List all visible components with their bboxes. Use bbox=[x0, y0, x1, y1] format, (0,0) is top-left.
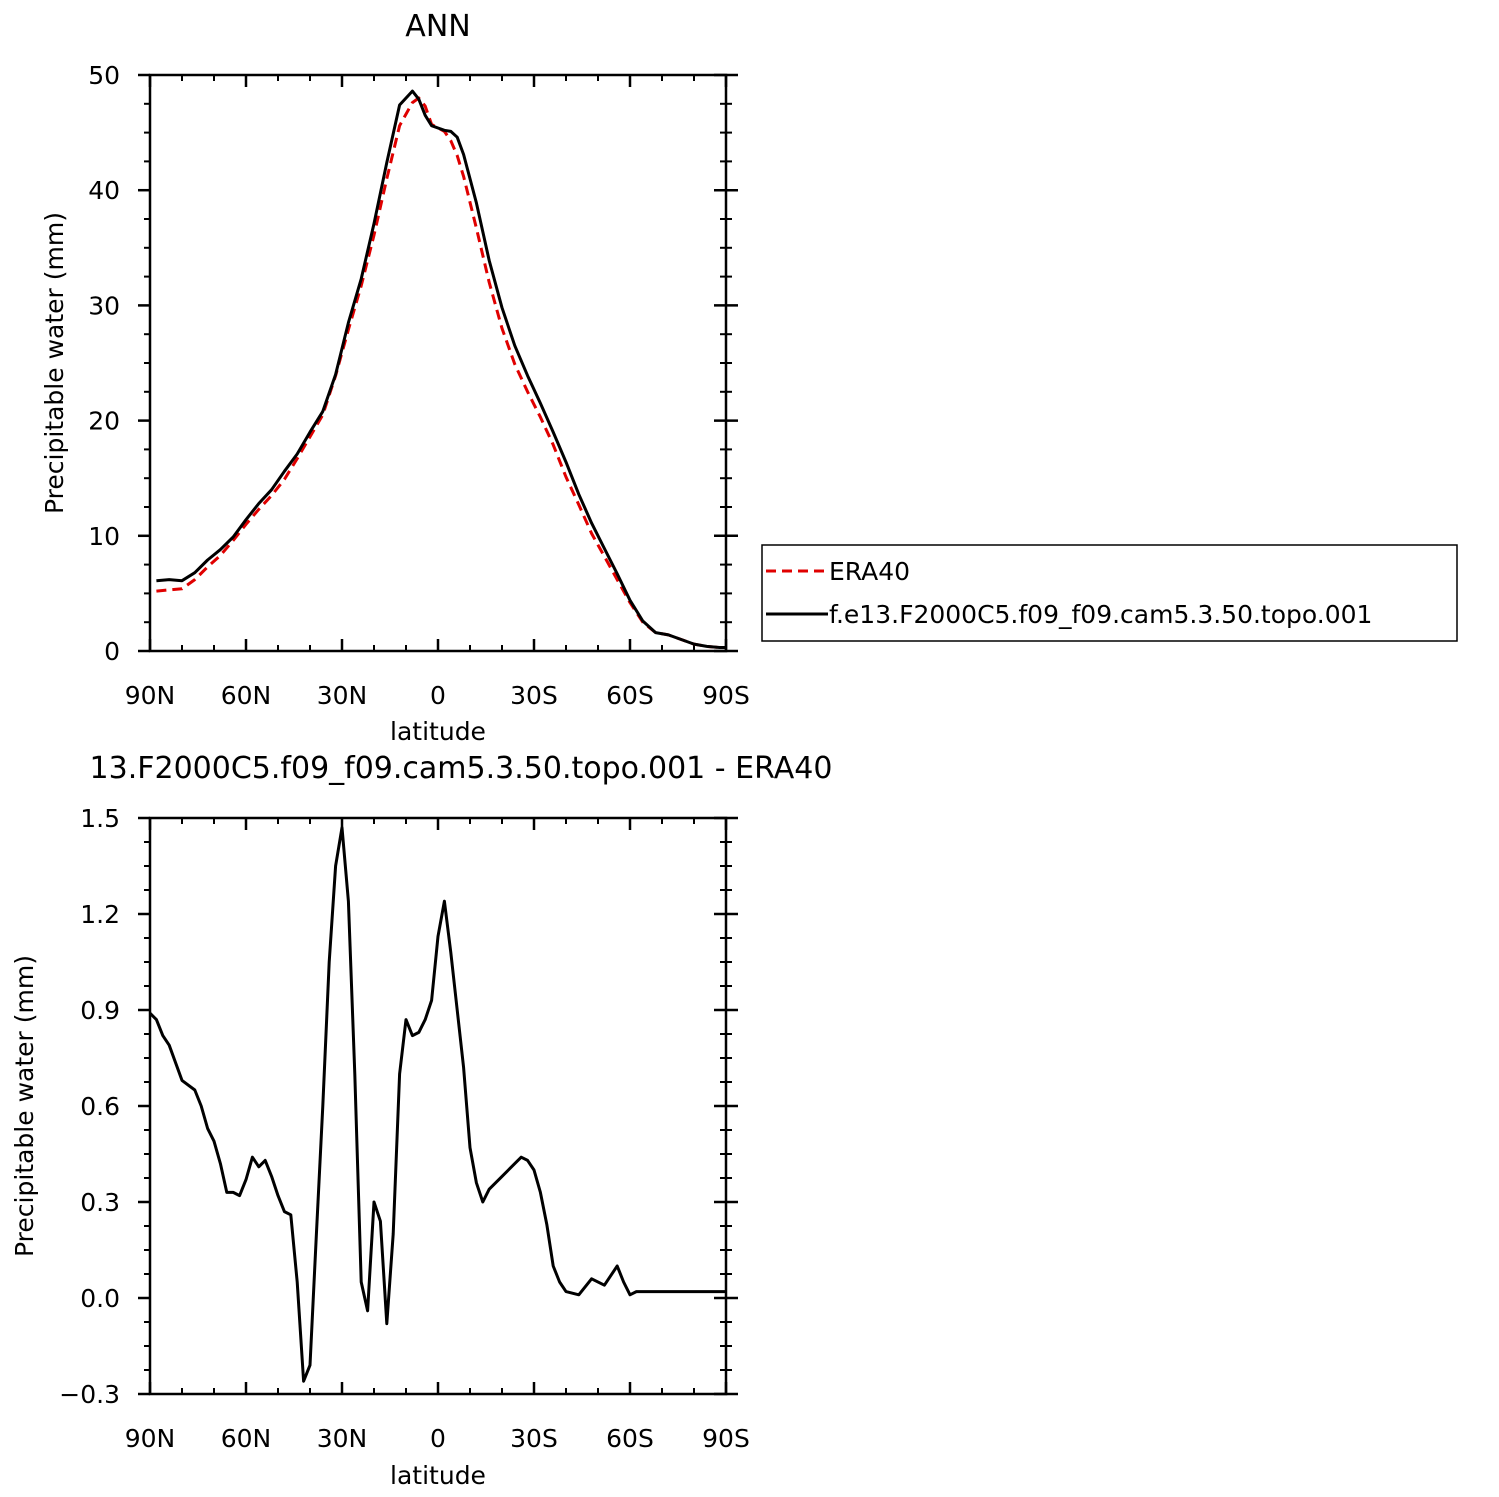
x-tick-label: 60S bbox=[606, 1424, 654, 1453]
legend-box bbox=[761, 544, 1458, 642]
y-tick-label: 1.2 bbox=[80, 900, 120, 929]
series-lines bbox=[148, 826, 726, 1383]
x-tick-labels: 90N 60N 30N 0 30S 60S 90S bbox=[125, 1424, 750, 1453]
series-line-2 bbox=[156, 89, 726, 649]
plot-title: ANN bbox=[405, 9, 470, 44]
x-tick-label: 60N bbox=[221, 1424, 272, 1453]
y-tick-labels: −0.3 0.0 0.3 0.6 0.9 1.2 1.5 bbox=[59, 804, 120, 1409]
x-tick-label: 30N bbox=[317, 1424, 368, 1453]
x-tick-label: 90N bbox=[125, 681, 176, 710]
x-tick-label: 60N bbox=[221, 681, 272, 710]
precipitable-water-plot: ANN 90N 60N 30N 0 30S 60S 90S 0 10 20 30 40 50 lati… bbox=[40, 9, 750, 746]
y-axis-title: Precipitable water (mm) bbox=[40, 212, 69, 514]
x-tick-label: 30S bbox=[510, 681, 558, 710]
y-tick-label: 0.6 bbox=[80, 1092, 120, 1121]
legend-label-era40: ERA40 bbox=[829, 557, 910, 586]
x-tick-label: 0 bbox=[430, 681, 446, 710]
x-tick-labels: 90N 60N 30N 0 30S 60S 90S bbox=[125, 681, 750, 710]
y-tick-label: 40 bbox=[88, 176, 120, 205]
series-lines bbox=[156, 89, 726, 649]
y-tick-label: 20 bbox=[88, 407, 120, 436]
series-line-1 bbox=[156, 96, 726, 649]
plot-title: 13.F2000C5.f09_f09.cam5.3.50.topo.001 - … bbox=[90, 751, 833, 786]
x-tick-label: 90N bbox=[125, 1424, 176, 1453]
y-tick-label: −0.3 bbox=[59, 1380, 120, 1409]
y-tick-label: 0 bbox=[104, 637, 120, 666]
y-tick-label: 0.9 bbox=[80, 996, 120, 1025]
y-tick-label: 30 bbox=[88, 291, 120, 320]
x-tick-label: 90S bbox=[702, 1424, 750, 1453]
x-tick-label: 0 bbox=[430, 1424, 446, 1453]
x-tick-label: 30N bbox=[317, 681, 368, 710]
x-axis-title: latitude bbox=[390, 1461, 486, 1490]
legend-label-model: f.e13.F2000C5.f09_f09.cam5.3.50.topo.001 bbox=[829, 600, 1372, 629]
y-tick-label: 1.5 bbox=[80, 804, 120, 833]
plot-frame bbox=[148, 816, 728, 1396]
plot-frame bbox=[148, 73, 728, 653]
x-tick-label: 90S bbox=[702, 681, 750, 710]
x-tick-label: 30S bbox=[510, 1424, 558, 1453]
y-tick-label: 0.3 bbox=[80, 1188, 120, 1217]
x-axis-title: latitude bbox=[390, 717, 486, 746]
axis-ticks bbox=[138, 73, 738, 653]
y-tick-label: 10 bbox=[88, 522, 120, 551]
y-tick-label: 50 bbox=[88, 61, 120, 90]
x-tick-label: 60S bbox=[606, 681, 654, 710]
legend: ERA40 f.e13.F2000C5.f09_f09.cam5.3.50.to… bbox=[761, 544, 1458, 642]
series-line-1 bbox=[148, 826, 726, 1383]
y-axis-title: Precipitable water (mm) bbox=[10, 955, 39, 1257]
axis-ticks bbox=[138, 816, 738, 1396]
y-tick-labels: 0 10 20 30 40 50 bbox=[88, 61, 120, 666]
y-tick-label: 0.0 bbox=[80, 1284, 120, 1313]
difference-plot: 13.F2000C5.f09_f09.cam5.3.50.topo.001 - … bbox=[10, 751, 832, 1490]
